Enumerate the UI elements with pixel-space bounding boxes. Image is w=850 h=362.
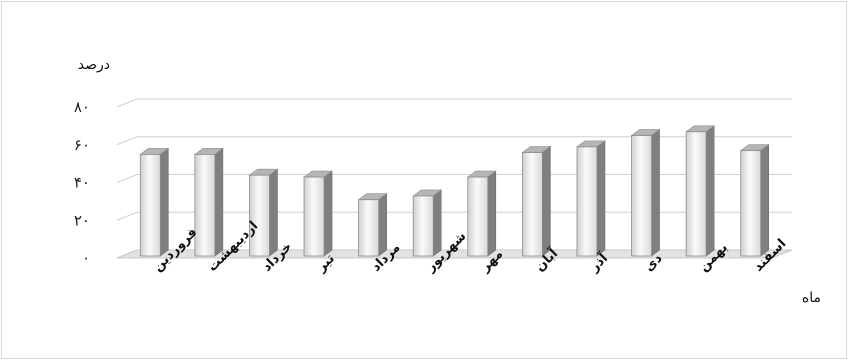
y-tick-label: ۴۰ bbox=[74, 174, 90, 192]
bar bbox=[303, 170, 333, 257]
gridline-connector bbox=[116, 174, 138, 183]
bar bbox=[576, 140, 606, 257]
bar-side bbox=[487, 170, 497, 257]
bar-side bbox=[214, 147, 224, 257]
bar-side bbox=[323, 170, 333, 257]
bar-front bbox=[631, 135, 652, 257]
bar bbox=[521, 145, 552, 257]
y-tick-label: ۲۰ bbox=[74, 211, 90, 229]
bar-side bbox=[269, 168, 278, 257]
gridline-connector bbox=[116, 136, 138, 146]
y-tick-label: ۶۰ bbox=[74, 136, 90, 154]
bar-front bbox=[358, 199, 380, 257]
bar bbox=[630, 128, 661, 257]
bar-front bbox=[740, 150, 762, 257]
bar-side bbox=[760, 144, 770, 257]
bar bbox=[685, 125, 716, 257]
bar-side bbox=[542, 145, 551, 257]
bar bbox=[739, 144, 770, 257]
bar-front bbox=[576, 146, 598, 257]
bar-front bbox=[194, 154, 216, 257]
bar bbox=[193, 147, 224, 257]
bar bbox=[466, 170, 497, 257]
bars-layer bbox=[139, 125, 770, 257]
y-tick-label: ۰ bbox=[82, 249, 90, 267]
bar bbox=[139, 147, 170, 257]
bar-front bbox=[412, 195, 434, 257]
bar bbox=[412, 189, 443, 257]
bar-front bbox=[303, 176, 325, 257]
y-tick-labels: ۰ ۲۰ ۴۰ ۶۰ ۸۰ bbox=[74, 98, 90, 267]
bar-front bbox=[467, 176, 489, 257]
floor-layer bbox=[116, 249, 793, 259]
bar-front bbox=[249, 174, 270, 257]
bar-side bbox=[432, 189, 442, 257]
bar-side bbox=[596, 140, 606, 257]
bar bbox=[248, 168, 279, 257]
x-axis-title: ماه bbox=[802, 290, 821, 306]
bar-front bbox=[521, 152, 543, 257]
bar-side bbox=[705, 125, 715, 257]
bar bbox=[357, 193, 388, 257]
y-axis-title: درصد bbox=[78, 57, 110, 73]
chart-floor bbox=[116, 249, 793, 259]
bar-front bbox=[685, 131, 707, 257]
y-tick-label: ۸۰ bbox=[74, 98, 90, 116]
gridline-connector bbox=[116, 211, 138, 221]
bar-front bbox=[139, 154, 161, 257]
bar-side bbox=[159, 147, 169, 257]
bar-side bbox=[651, 128, 660, 257]
gridline-connector bbox=[116, 98, 138, 108]
